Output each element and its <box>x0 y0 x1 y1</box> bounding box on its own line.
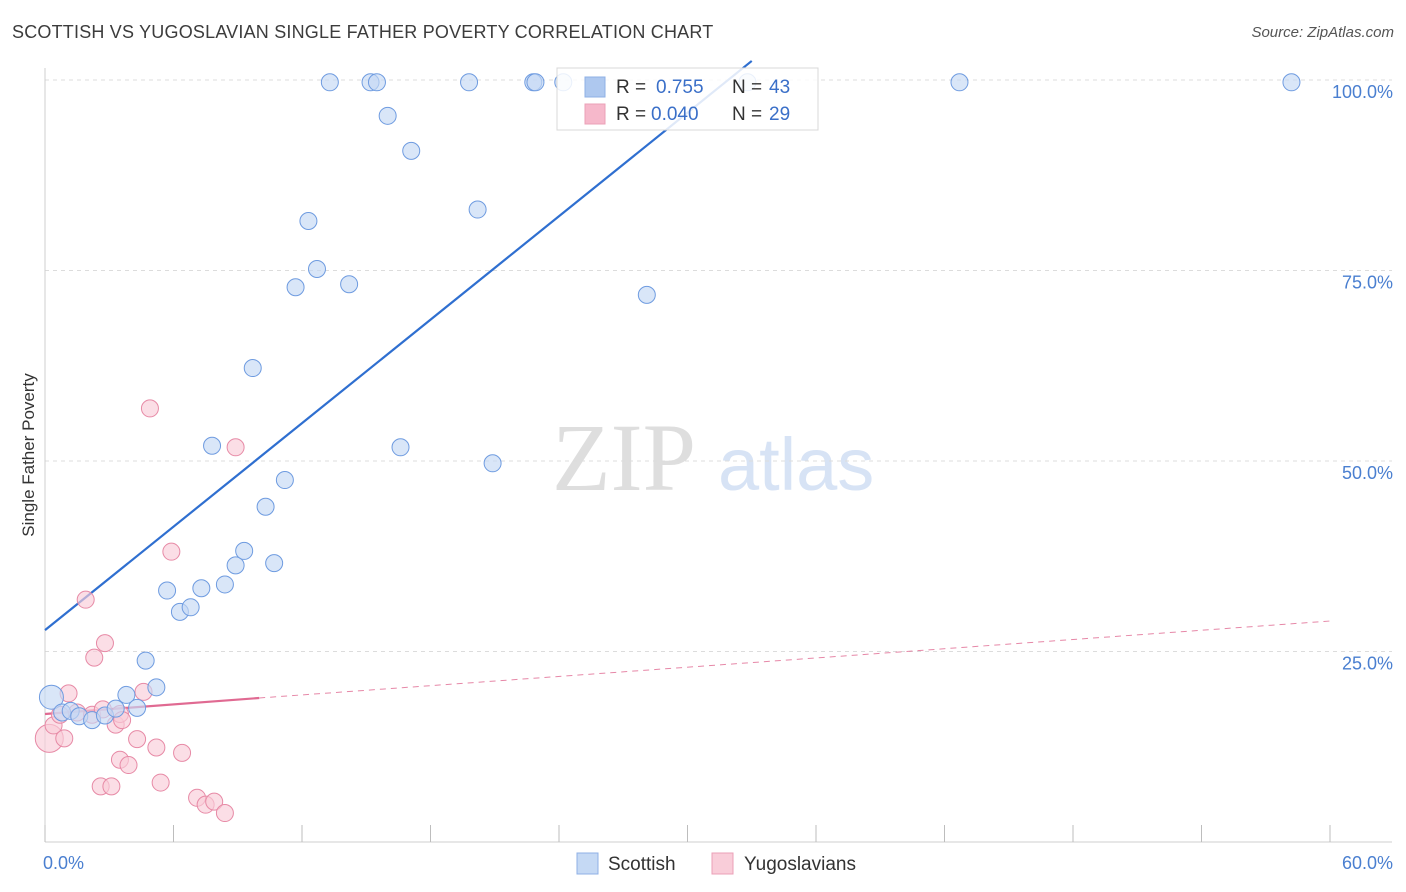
watermark-atlas: atlas <box>718 423 874 506</box>
scottish-point <box>38 684 64 710</box>
scottish-point <box>460 73 479 92</box>
trend-lines <box>44 60 1331 716</box>
x-tick-labels: 0.0% 60.0% <box>43 853 1393 873</box>
scottish-point <box>483 454 502 473</box>
scottish-point <box>340 275 359 294</box>
scottish-point <box>1282 73 1301 92</box>
y-tick-labels: 25.0% 50.0% 75.0% 100.0% <box>1332 82 1393 674</box>
legend-r-label-1: R = <box>616 77 646 98</box>
x-tick-label-max: 60.0% <box>1342 853 1393 873</box>
scottish-trend-line <box>44 60 753 632</box>
scottish-point <box>526 73 545 92</box>
scottish-point <box>235 541 254 560</box>
legend-n-label-1: N = <box>732 77 762 98</box>
bottom-legend-yugoslavians: Yugoslavians <box>744 854 856 875</box>
yugoslavian-point <box>226 438 245 457</box>
scottish-point <box>158 581 177 600</box>
legend-swatch-scottish <box>584 76 606 98</box>
scottish-point <box>106 699 125 718</box>
scottish-point <box>378 106 397 125</box>
series-legend: Scottish Yugoslavians <box>576 852 856 875</box>
chart-title: SCOTTISH VS YUGOSLAVIAN SINGLE FATHER PO… <box>12 22 714 42</box>
scottish-point <box>402 141 421 160</box>
scottish-point <box>275 471 294 490</box>
yugoslavian-points <box>34 399 245 823</box>
scottish-point <box>147 678 166 697</box>
yugoslavian-point <box>215 804 234 823</box>
scottish-point <box>299 211 318 230</box>
yugoslavian-point <box>95 634 114 653</box>
legend-r-value-2: 0.040 <box>651 104 699 125</box>
source-label: Source: ZipAtlas.com <box>1251 24 1394 41</box>
scottish-point <box>226 556 245 575</box>
legend-r-label-2: R = <box>616 104 646 125</box>
yugoslavian-point <box>151 773 170 792</box>
scottish-point <box>192 579 211 598</box>
yugoslavian-point <box>128 730 147 749</box>
y-axis-label: Single Father Poverty <box>19 373 38 537</box>
grid-lines <box>45 79 1392 652</box>
yugoslavian-point <box>205 792 224 811</box>
bottom-legend-swatch-scottish <box>576 852 599 875</box>
y-tick-label: 75.0% <box>1342 273 1393 293</box>
bottom-legend-swatch-yugoslavians <box>711 852 734 875</box>
yugoslavian-point <box>173 743 192 762</box>
legend-r-value-1: 0.755 <box>656 77 704 98</box>
x-tick-label-min: 0.0% <box>43 853 84 873</box>
scottish-point <box>265 554 284 573</box>
scottish-point <box>307 259 326 278</box>
yugoslavian-trend-extension <box>259 620 1331 699</box>
scottish-point <box>468 200 487 219</box>
scottish-point <box>256 497 275 516</box>
yugoslavian-point <box>140 399 159 418</box>
scottish-point <box>203 436 222 455</box>
bottom-legend-scottish: Scottish <box>608 854 676 875</box>
legend-n-value-2: 29 <box>769 104 790 125</box>
yugoslavian-point <box>85 648 104 667</box>
scottish-point <box>950 73 969 92</box>
scottish-point <box>286 278 305 297</box>
scottish-points <box>38 73 1301 730</box>
legend-swatch-yugoslavians <box>584 103 606 125</box>
scottish-point <box>128 698 147 717</box>
scottish-point <box>637 285 656 304</box>
yugoslavian-point <box>147 738 166 757</box>
watermark-zip: ZIP <box>552 404 696 511</box>
y-tick-label: 25.0% <box>1342 654 1393 674</box>
scottish-point <box>136 651 155 670</box>
legend-n-value-1: 43 <box>769 77 790 98</box>
scottish-point <box>391 438 410 457</box>
yugoslavian-point <box>119 756 138 775</box>
scottish-point <box>243 359 262 378</box>
y-tick-label: 50.0% <box>1342 463 1393 483</box>
scottish-point <box>117 685 136 704</box>
yugoslavian-point <box>162 542 181 561</box>
yugoslavian-point <box>55 729 74 748</box>
scottish-point <box>320 73 339 92</box>
stats-legend: R = 0.755 N = 43 R = 0.040 N = 29 <box>556 67 819 131</box>
scottish-point <box>181 598 200 617</box>
yugoslavian-point <box>102 777 121 796</box>
yugoslavian-point <box>76 590 95 609</box>
scottish-point <box>215 575 234 594</box>
y-tick-label: 100.0% <box>1332 82 1393 102</box>
legend-n-label-2: N = <box>732 104 762 125</box>
scottish-point <box>367 73 386 92</box>
